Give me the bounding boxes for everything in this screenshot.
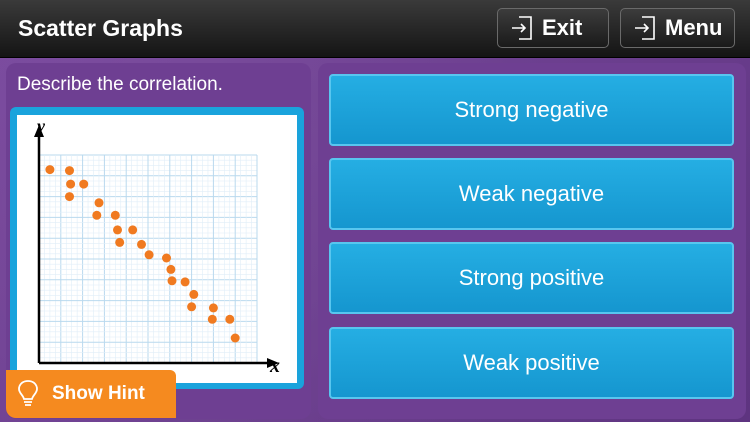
top-bar: Scatter Graphs Exit Menu bbox=[0, 0, 750, 58]
data-point bbox=[180, 277, 190, 287]
x-axis-arrow bbox=[267, 358, 279, 368]
graph-background bbox=[17, 115, 297, 383]
data-point bbox=[94, 198, 104, 208]
data-point bbox=[225, 314, 235, 324]
answer-weak-positive[interactable]: Weak positive bbox=[329, 327, 734, 399]
answer-weak-negative[interactable]: Weak negative bbox=[329, 158, 734, 230]
data-point bbox=[162, 253, 171, 263]
show-hint-label: Show Hint bbox=[52, 383, 145, 404]
data-point bbox=[113, 225, 122, 235]
exit-label: Exit bbox=[542, 15, 583, 40]
data-point bbox=[128, 225, 138, 235]
scatter-graph: y x bbox=[34, 116, 280, 377]
exit-arrow-icon bbox=[512, 16, 532, 40]
question-prompt: Describe the correlation. bbox=[17, 74, 223, 95]
app-title: Scatter Graphs bbox=[18, 15, 183, 41]
menu-button[interactable]: Menu bbox=[620, 8, 735, 48]
answer-strong-positive[interactable]: Strong positive bbox=[329, 242, 734, 314]
data-point bbox=[65, 192, 74, 202]
menu-arrow-icon bbox=[635, 16, 655, 40]
answer-strong-negative[interactable]: Strong negative bbox=[329, 74, 734, 146]
data-point bbox=[65, 166, 74, 176]
y-axis-arrow bbox=[34, 125, 44, 137]
axes: y x bbox=[34, 116, 280, 377]
data-points bbox=[45, 165, 240, 343]
data-point bbox=[230, 333, 240, 343]
show-hint-button[interactable]: Show Hint bbox=[6, 370, 176, 418]
data-point bbox=[166, 264, 176, 274]
data-point bbox=[115, 237, 125, 247]
data-point bbox=[208, 303, 218, 313]
lightbulb-icon bbox=[18, 380, 38, 406]
data-point bbox=[110, 210, 120, 220]
exit-button[interactable]: Exit bbox=[497, 8, 609, 48]
data-point bbox=[167, 276, 177, 286]
data-point bbox=[144, 250, 154, 260]
menu-label: Menu bbox=[665, 15, 723, 40]
data-point bbox=[45, 165, 55, 175]
data-point bbox=[189, 289, 199, 299]
data-point bbox=[187, 302, 197, 312]
data-point bbox=[92, 210, 102, 220]
grid-lines bbox=[38, 154, 258, 364]
data-point bbox=[66, 179, 76, 189]
y-axis-label: y bbox=[35, 116, 46, 136]
data-point bbox=[79, 179, 89, 189]
data-point bbox=[207, 314, 217, 324]
data-point bbox=[137, 239, 146, 249]
x-axis-label: x bbox=[269, 355, 280, 377]
